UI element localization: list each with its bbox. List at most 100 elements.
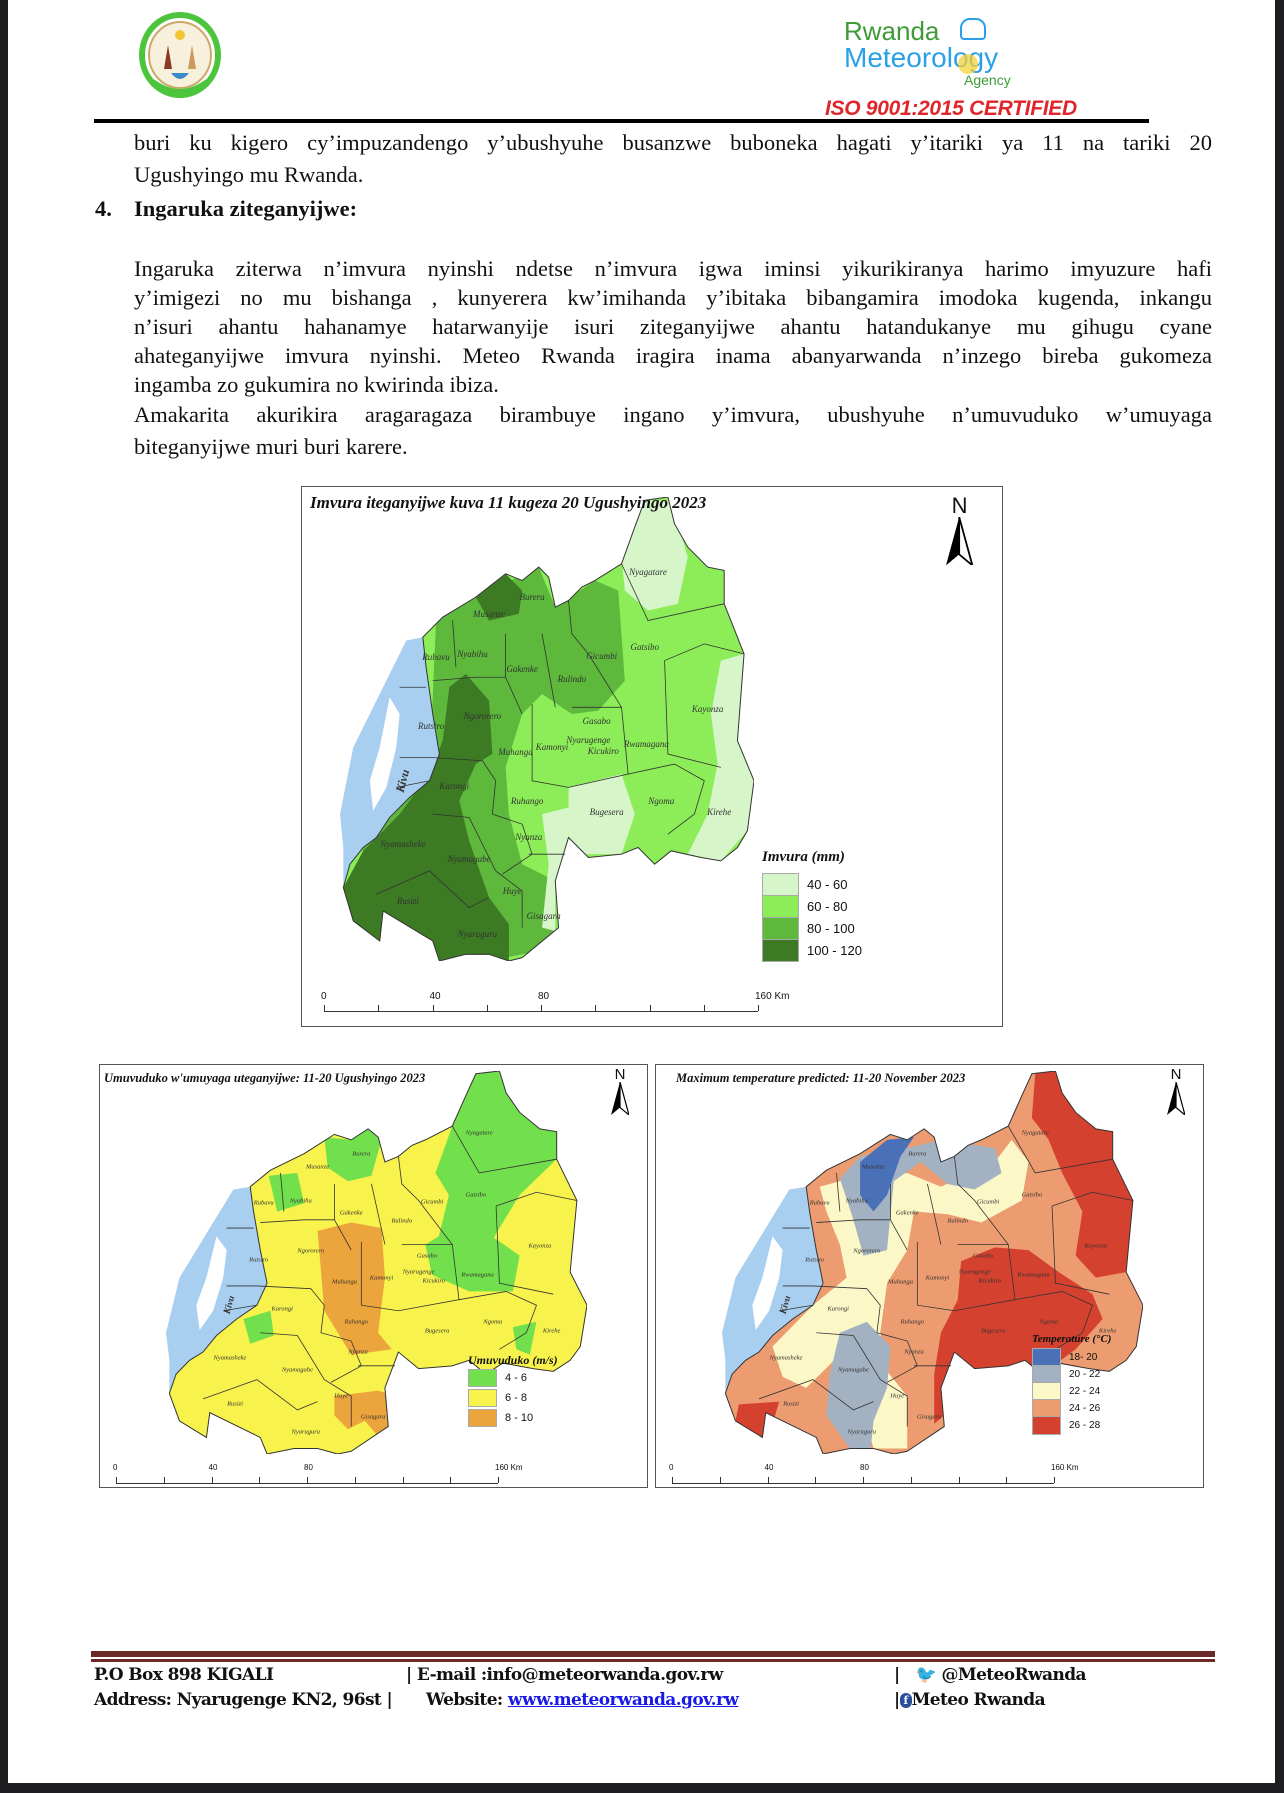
scale-label: 0	[113, 1463, 118, 1472]
cloud-sun-icon	[960, 18, 986, 40]
lake-island	[752, 1236, 783, 1331]
map-zone	[475, 573, 523, 621]
scale-tick	[259, 1477, 261, 1483]
map-zone	[542, 807, 569, 931]
scale-tick	[354, 1477, 356, 1483]
district-label: Kirehe	[1098, 1327, 1117, 1335]
district-label: Rusizi	[396, 895, 419, 906]
map-title: Imvura iteganyijwe kuva 11 kugeza 20 Ugu…	[310, 493, 707, 512]
max-temperature-map: Nyagatare Burera Musanze Gatsibo Rubavu Nyabi…	[655, 1064, 1204, 1488]
footer-website-link[interactable]: www.meteorwanda.gov.rw	[507, 1690, 739, 1710]
district-label: Muhanga	[888, 1278, 913, 1286]
meteo-rwanda-logo: Rwanda Meteorology Agency	[836, 16, 1036, 94]
north-label: N	[951, 493, 968, 518]
legend-label: 18- 20	[1069, 1352, 1098, 1363]
footer-twitter[interactable]: | 🐦 @MeteoRwanda	[894, 1665, 1087, 1685]
district-label: Rubavu	[253, 1199, 274, 1207]
north-label: N	[614, 1066, 626, 1083]
scale-tick	[541, 1005, 542, 1011]
map-zone	[735, 1401, 780, 1438]
footer-facebook[interactable]: | f Meteo Rwanda	[894, 1690, 1046, 1710]
rwanda-map-shape	[166, 1071, 587, 1454]
district-label: Nyanza	[348, 1348, 368, 1356]
map-title: Maximum temperature predicted: 11-20 Nov…	[676, 1071, 966, 1085]
scale-tick	[116, 1477, 117, 1483]
footer-website-row: Website: www.meteorwanda.gov.rw	[426, 1690, 739, 1710]
divider: |	[894, 1665, 916, 1685]
legend-item: 6 - 8	[468, 1389, 527, 1407]
iso-certification: ISO 9001:2015 CERTIFIED	[825, 97, 1077, 120]
legend-label: 24 - 26	[1069, 1403, 1101, 1414]
map-zone	[343, 673, 509, 961]
legend-item: 8 - 10	[468, 1409, 533, 1427]
footer-website-label: Website:	[426, 1690, 503, 1710]
rwanda-map-shape	[340, 497, 754, 961]
legend-label: 22 - 24	[1069, 1386, 1101, 1397]
district-label: Rulindo	[391, 1217, 413, 1225]
district-label: Kicukiro	[587, 746, 619, 757]
paragraph-line: ingamba zo gukumira no kwirinda ibiza.	[134, 372, 499, 397]
scale-bar	[324, 1011, 758, 1012]
map-zone	[512, 1321, 537, 1355]
scale-tick	[402, 1477, 404, 1483]
district-label: Huye	[334, 1392, 348, 1400]
district-label: Kicukiro	[422, 1277, 446, 1285]
district-label: Gasabo	[972, 1252, 994, 1260]
legend-label: 100 - 120	[807, 943, 862, 958]
district-label: Musanze	[473, 608, 506, 619]
district-label: Ngoma	[1039, 1318, 1059, 1326]
twitter-icon: 🐦	[915, 1665, 937, 1685]
scale-label: 0	[669, 1463, 674, 1472]
legend-swatch	[762, 939, 799, 962]
scale-label: 160 Km	[1051, 1463, 1079, 1472]
scale-bar	[672, 1483, 1054, 1484]
legend-label: 6 - 8	[505, 1392, 528, 1404]
legend-swatch	[468, 1369, 497, 1387]
district-label: Kayonza	[691, 703, 724, 714]
map-zone	[826, 1321, 891, 1454]
district-label: Ruhango	[900, 1318, 925, 1326]
district-label: Karongi	[439, 780, 470, 791]
district-label: Rulindo	[557, 673, 587, 684]
map-zone	[1031, 1071, 1133, 1278]
legend-swatch	[468, 1409, 497, 1427]
district-label: Ruhango	[510, 795, 544, 806]
paragraph-line: y’imigezi no mu bishanga , kunyerera kw’…	[134, 285, 1212, 310]
rwanda-emblem-logo	[131, 11, 229, 103]
district-label: Nyabihu	[845, 1197, 868, 1204]
district-label: Nyamasheke	[380, 839, 426, 850]
district-label: Rutsiro	[417, 720, 445, 731]
district-label: Rwamagana	[461, 1271, 494, 1279]
legend-swatch	[762, 873, 799, 896]
paragraph-line: n’isuri ahantu hahanamye hatarwanyije is…	[134, 314, 1212, 339]
legend-swatch	[468, 1389, 497, 1407]
district-label: Ruhango	[344, 1318, 369, 1326]
district-label: Ngoma	[648, 795, 675, 806]
legend-item: 40 - 60	[762, 873, 847, 896]
map-zone	[772, 1139, 1029, 1449]
district-label: Nyaruguru	[457, 929, 498, 940]
scale-tick	[324, 1005, 325, 1011]
district-label: Gicumbi	[586, 650, 618, 661]
district-label: Bugesera	[980, 1327, 1006, 1335]
scale-label: 160 Km	[495, 1463, 523, 1472]
north-arrow: N	[608, 1067, 632, 1120]
scale-tick	[307, 1477, 308, 1483]
header-rule	[94, 119, 1149, 123]
scale-tick	[815, 1477, 817, 1483]
scale-tick	[432, 1005, 434, 1011]
map-zone	[568, 774, 635, 855]
district-label: Rusizi	[783, 1400, 799, 1408]
map-zone	[324, 1128, 382, 1182]
district-label: Gasabo	[416, 1252, 438, 1260]
document-page: Rwanda Meteorology Agency ISO 9001:2015 …	[8, 0, 1275, 1783]
scale-label: 0	[321, 991, 327, 1002]
map-zone	[243, 1310, 274, 1344]
district-label: Gatsibo	[465, 1191, 487, 1199]
footer-po-box: P.O Box 898 KIGALI	[94, 1665, 274, 1685]
rainfall-map: Nyagatare Burera Musanze Gatsibo Rubavu Nyabi…	[301, 486, 1003, 1027]
scale-tick	[719, 1477, 721, 1483]
country-outline	[343, 497, 754, 961]
legend-item: 24 - 26	[1032, 1399, 1100, 1418]
legend-label: 80 - 100	[807, 921, 855, 936]
